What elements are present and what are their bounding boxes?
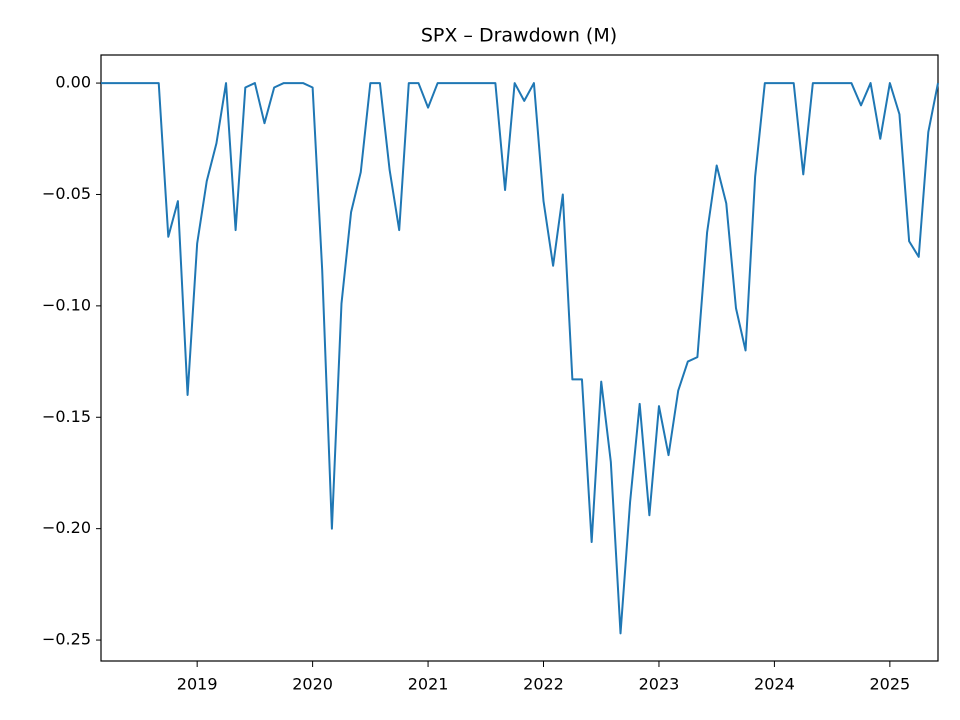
x-tick-label: 2025: [869, 675, 910, 694]
chart-title: SPX – Drawdown (M): [421, 25, 617, 47]
x-tick-label: 2024: [754, 675, 795, 694]
x-tick-label: 2023: [639, 675, 680, 694]
x-tick-label: 2019: [177, 675, 218, 694]
y-tick-label: −0.05: [42, 184, 91, 203]
y-tick-label: −0.20: [42, 518, 91, 537]
y-tick-label: −0.15: [42, 407, 91, 426]
plot-frame: [100, 54, 939, 662]
x-tick-label: 2022: [523, 675, 564, 694]
y-tick-label: −0.10: [42, 295, 91, 314]
y-tick-label: 0.00: [55, 73, 91, 92]
data-line: [101, 82, 939, 635]
x-tick-label: 2020: [292, 675, 333, 694]
x-tick-label: 2021: [408, 675, 449, 694]
y-tick-label: −0.25: [42, 630, 91, 649]
